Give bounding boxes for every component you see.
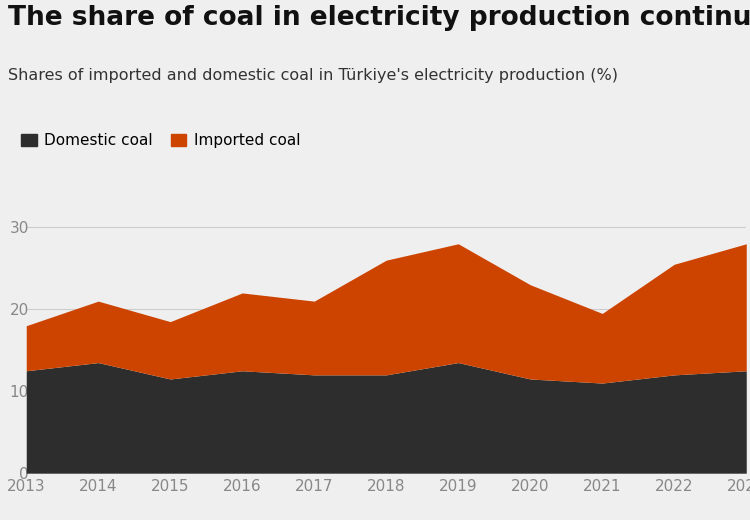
Legend: Domestic coal, Imported coal: Domestic coal, Imported coal xyxy=(15,127,307,154)
Text: Shares of imported and domestic coal in Türkiye's electricity production (%): Shares of imported and domestic coal in … xyxy=(8,68,617,83)
Text: The share of coal in electricity production continues to grow: The share of coal in electricity product… xyxy=(8,5,750,31)
